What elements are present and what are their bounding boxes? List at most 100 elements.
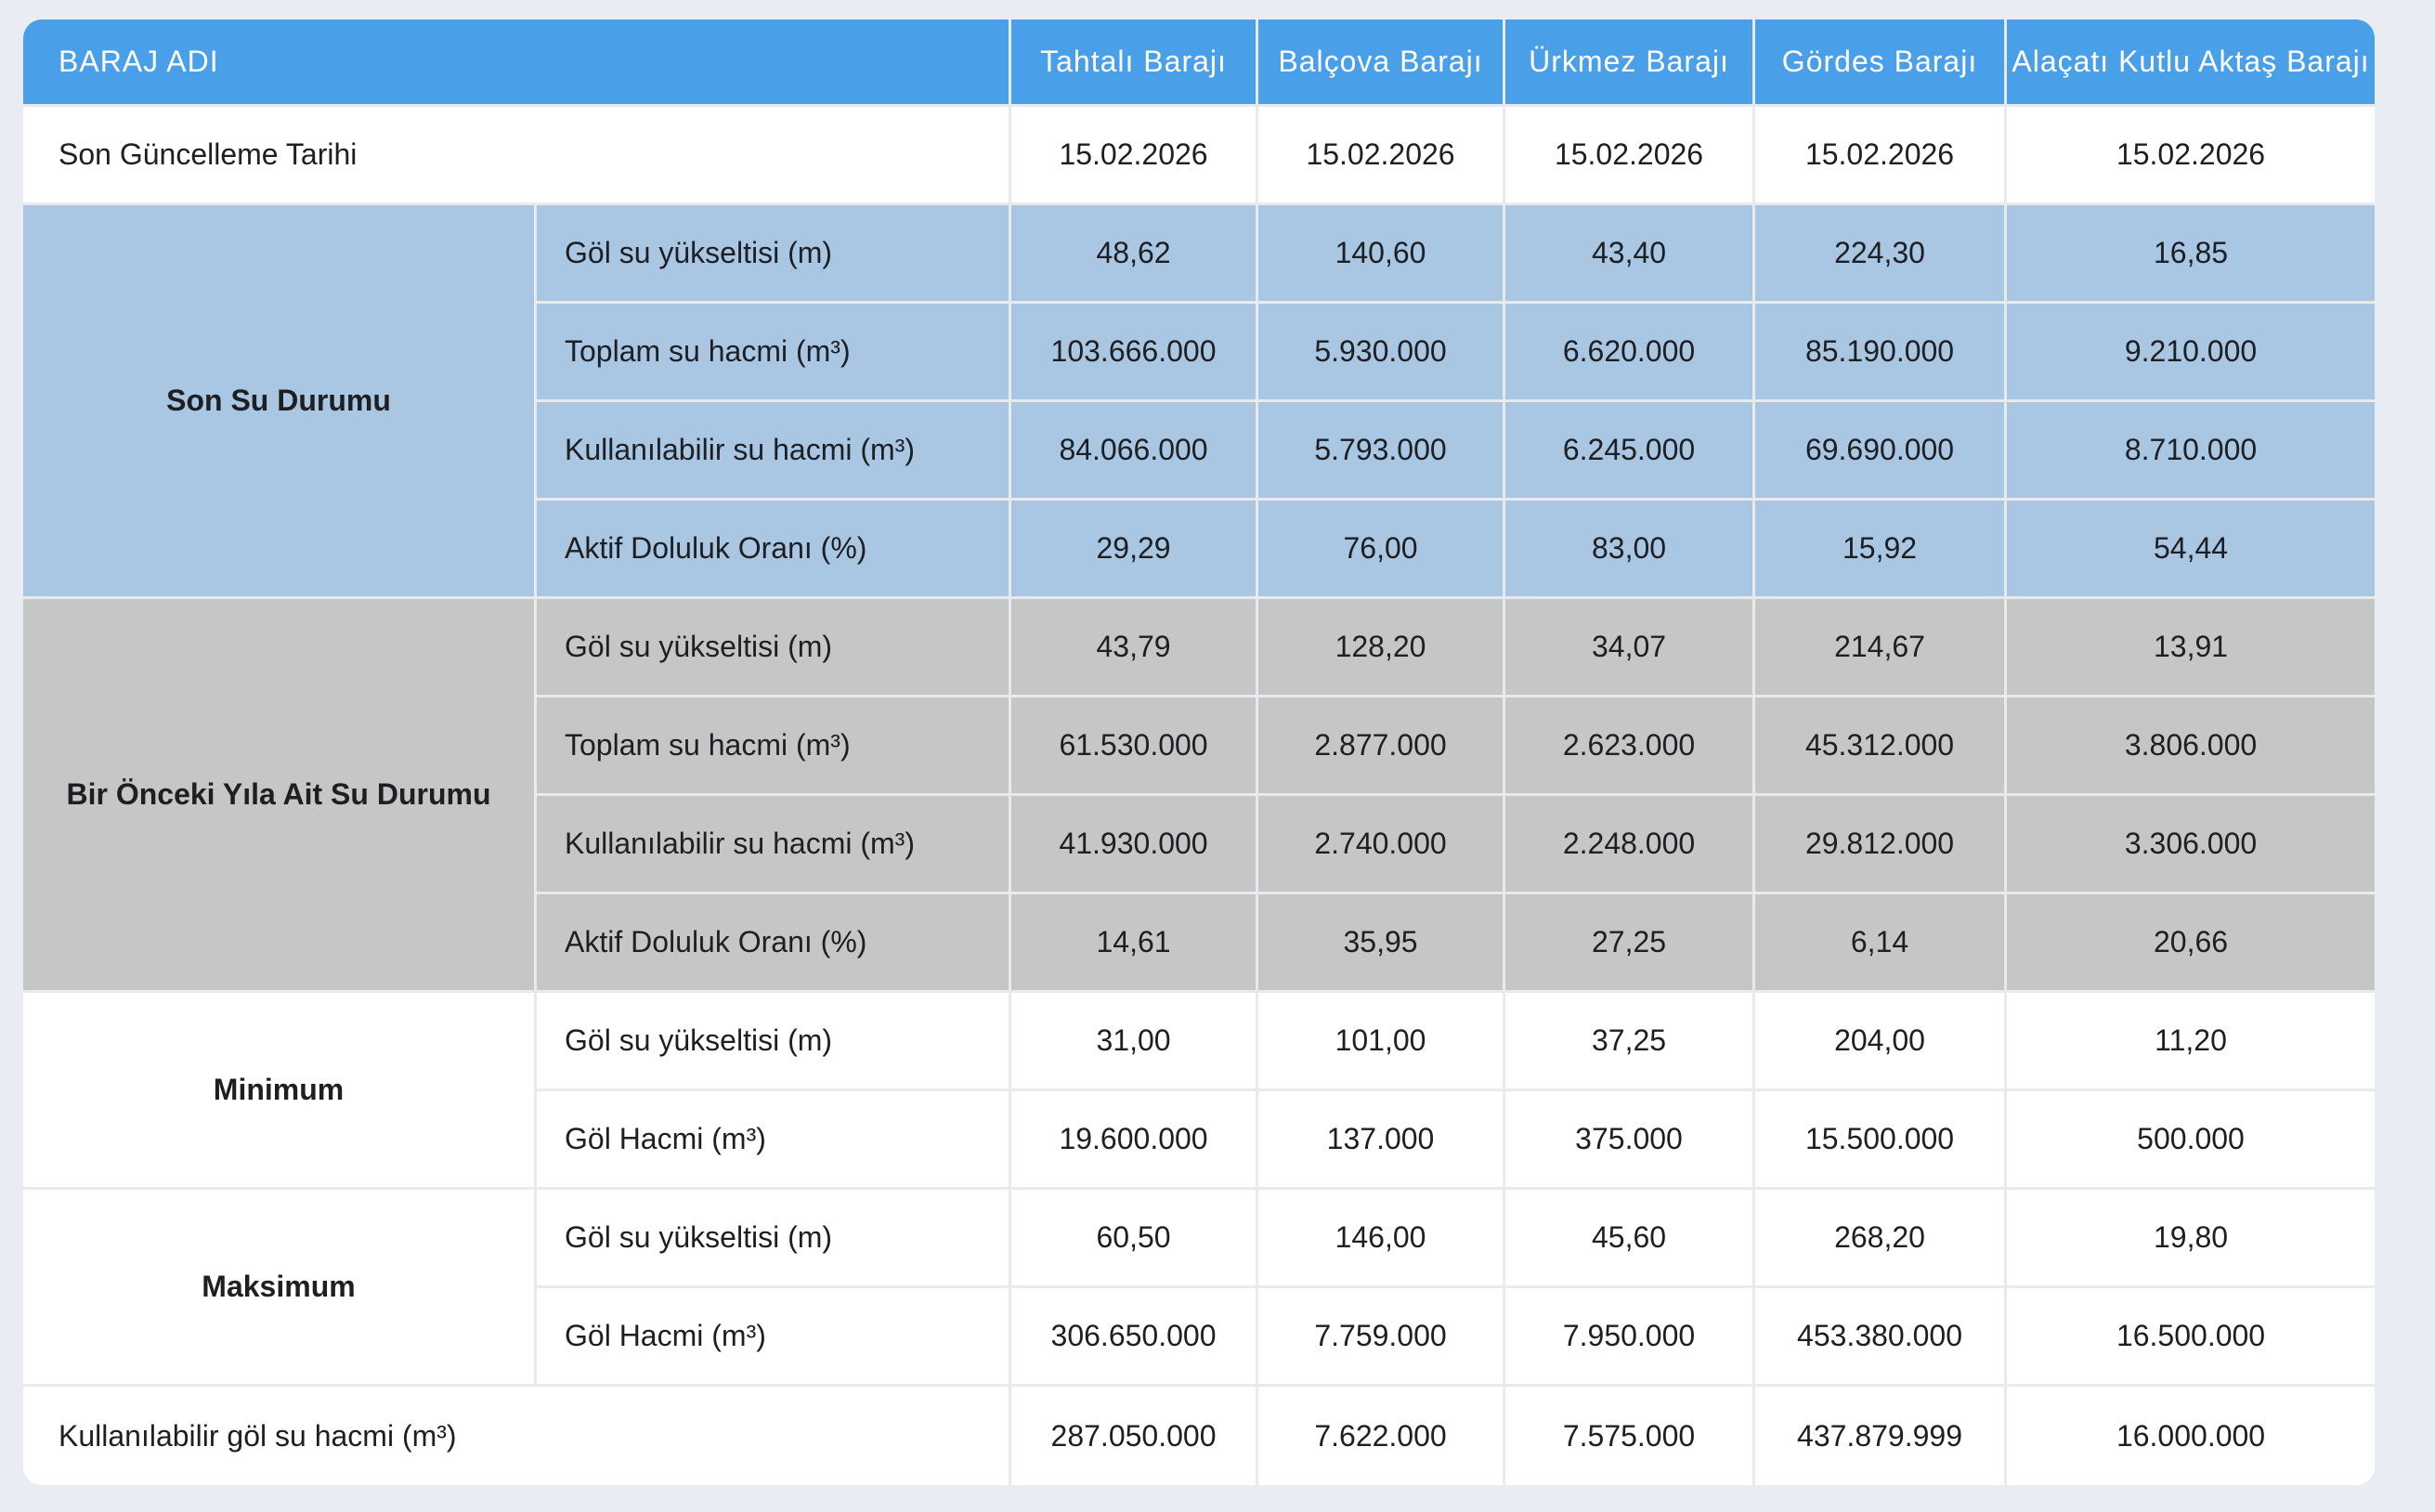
table-body: Son Güncelleme Tarihi 15.02.2026 15.02.202… (23, 107, 2375, 1485)
metric-value: 214,67 (1755, 599, 2008, 697)
metric-value: 84.066.000 (1011, 402, 1259, 501)
metric-value: 2.740.000 (1258, 796, 1506, 894)
usable-lake-volume-label: Kullanılabilir göl su hacmi (m³) (23, 1387, 1012, 1485)
metric-value: 6,14 (1755, 894, 2008, 993)
metric-label: Göl Hacmi (m³) (537, 1091, 1012, 1190)
header-row: BARAJ ADI Tahtalı Barajı Balçova Barajı … (23, 20, 2375, 107)
metric-value: 500.000 (2007, 1091, 2375, 1190)
metric-value: 35,95 (1258, 894, 1506, 993)
metric-label: Göl su yükseltisi (m) (537, 599, 1012, 697)
metric-value: 9.210.000 (2007, 304, 2375, 402)
section-title: Son Su Durumu (23, 205, 537, 599)
metric-value: 69.690.000 (1755, 402, 2008, 501)
metric-value: 16,85 (2007, 205, 2375, 304)
last-update-label: Son Güncelleme Tarihi (23, 107, 1012, 205)
section-row: Göl Hacmi (m³) 306.650.000 7.759.000 7.950.… (23, 1288, 2375, 1387)
section-title: Maksimum (23, 1190, 537, 1387)
metric-value: 8.710.000 (2007, 402, 2375, 501)
metric-value: 146,00 (1258, 1190, 1506, 1288)
header-col-balcova-baraji: Balçova Barajı (1258, 20, 1506, 107)
last-update-value: 15.02.2026 (1505, 107, 1756, 205)
metric-value: 29,29 (1011, 501, 1259, 599)
usable-lake-volume-value: 7.622.000 (1258, 1387, 1506, 1485)
metric-value: 224,30 (1755, 205, 2008, 304)
section-row: Toplam su hacmi (m³) 61.530.000 2.877.000 2… (23, 697, 2375, 796)
metric-value: 15,92 (1755, 501, 2008, 599)
metric-value: 41.930.000 (1011, 796, 1259, 894)
section-title: Minimum (23, 993, 537, 1190)
metric-value: 6.245.000 (1505, 402, 1756, 501)
metric-value: 14,61 (1011, 894, 1259, 993)
metric-value: 31,00 (1011, 993, 1259, 1091)
metric-value: 140,60 (1258, 205, 1506, 304)
section-row: Göl Hacmi (m³) 19.600.000 137.000 375.000 15… (23, 1091, 2375, 1190)
metric-value: 5.930.000 (1258, 304, 1506, 402)
section-row: Aktif Doluluk Oranı (%) 14,61 35,95 27,25 6,… (23, 894, 2375, 993)
metric-value: 3.306.000 (2007, 796, 2375, 894)
header-col-gordes-baraji: Gördes Barajı (1755, 20, 2008, 107)
metric-value: 6.620.000 (1505, 304, 1756, 402)
metric-value: 37,25 (1505, 993, 1756, 1091)
metric-label: Aktif Doluluk Oranı (%) (537, 894, 1012, 993)
metric-value: 2.623.000 (1505, 697, 1756, 796)
metric-value: 43,79 (1011, 599, 1259, 697)
metric-value: 45,60 (1505, 1190, 1756, 1288)
section-row: Bir Önceki Yıla Ait Su Durumu Göl su yüks… (23, 599, 2375, 993)
metric-label: Toplam su hacmi (m³) (537, 304, 1012, 402)
metric-value: 101,00 (1258, 993, 1506, 1091)
metric-value: 137.000 (1258, 1091, 1506, 1190)
metric-value: 45.312.000 (1755, 697, 2008, 796)
last-update-value: 15.02.2026 (1755, 107, 2008, 205)
metric-value: 7.759.000 (1258, 1288, 1506, 1387)
last-update-value: 15.02.2026 (1011, 107, 1259, 205)
metric-value: 43,40 (1505, 205, 1756, 304)
metric-value: 27,25 (1505, 894, 1756, 993)
metric-value: 61.530.000 (1011, 697, 1259, 796)
metric-value: 5.793.000 (1258, 402, 1506, 501)
metric-value: 60,50 (1011, 1190, 1259, 1288)
metric-value: 16.500.000 (2007, 1288, 2375, 1387)
metric-value: 11,20 (2007, 993, 2375, 1091)
metric-value: 20,66 (2007, 894, 2375, 993)
section-row: Toplam su hacmi (m³) 103.666.000 5.930.000… (23, 304, 2375, 402)
usable-lake-volume-value: 287.050.000 (1011, 1387, 1259, 1485)
metric-value: 3.806.000 (2007, 697, 2375, 796)
metric-value: 34,07 (1505, 599, 1756, 697)
header-col-urkmez-baraji: Ürkmez Barajı (1505, 20, 1756, 107)
metric-value: 19.600.000 (1011, 1091, 1259, 1190)
dam-status-table: BARAJ ADI Tahtalı Barajı Balçova Barajı … (23, 20, 2375, 1485)
metric-value: 306.650.000 (1011, 1288, 1259, 1387)
metric-label: Kullanılabilir su hacmi (m³) (537, 796, 1012, 894)
usable-lake-volume-value: 16.000.000 (2007, 1387, 2375, 1485)
metric-label: Göl Hacmi (m³) (537, 1288, 1012, 1387)
metric-value: 128,20 (1258, 599, 1506, 697)
header-baraj-adi-label: BARAJ ADI (23, 20, 1012, 107)
metric-value: 83,00 (1505, 501, 1756, 599)
usable-lake-volume-row: Kullanılabilir göl su hacmi (m³) 287.050.… (23, 1387, 2375, 1485)
metric-value: 268,20 (1755, 1190, 2008, 1288)
header-col-tahtali-baraji: Tahtalı Barajı (1011, 20, 1259, 107)
metric-value: 375.000 (1505, 1091, 1756, 1190)
metric-value: 48,62 (1011, 205, 1259, 304)
metric-label: Göl su yükseltisi (m) (537, 993, 1012, 1091)
usable-lake-volume-value: 437.879.999 (1755, 1387, 2008, 1485)
metric-value: 85.190.000 (1755, 304, 2008, 402)
metric-value: 2.877.000 (1258, 697, 1506, 796)
metric-value: 29.812.000 (1755, 796, 2008, 894)
section-row: Kullanılabilir su hacmi (m³) 84.066.000 5.… (23, 402, 2375, 501)
section-row: Kullanılabilir su hacmi (m³) 41.930.000 2.… (23, 796, 2375, 894)
dam-status-table-card: BARAJ ADI Tahtalı Barajı Balçova Barajı … (23, 20, 2375, 1485)
metric-value: 453.380.000 (1755, 1288, 2008, 1387)
section-row: Maksimum Göl su yükseltisi (m) 60,50 146,00… (23, 1190, 2375, 1387)
metric-value: 15.500.000 (1755, 1091, 2008, 1190)
metric-label: Toplam su hacmi (m³) (537, 697, 1012, 796)
metric-label: Aktif Doluluk Oranı (%) (537, 501, 1012, 599)
metric-value: 204,00 (1755, 993, 2008, 1091)
usable-lake-volume-value: 7.575.000 (1505, 1387, 1756, 1485)
metric-label: Kullanılabilir su hacmi (m³) (537, 402, 1012, 501)
section-row: Minimum Göl su yükseltisi (m) 31,00 101,00 3… (23, 993, 2375, 1190)
metric-value: 2.248.000 (1505, 796, 1756, 894)
last-update-value: 15.02.2026 (2007, 107, 2375, 205)
metric-value: 19,80 (2007, 1190, 2375, 1288)
